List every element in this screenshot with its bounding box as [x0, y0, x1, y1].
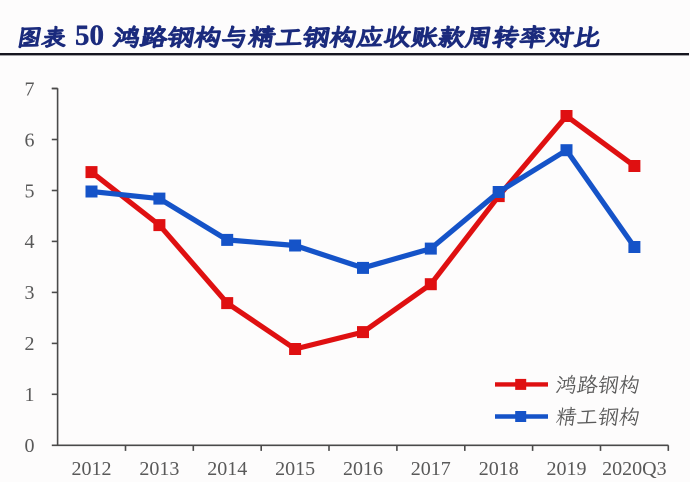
svg-text:2020Q3: 2020Q3 — [602, 458, 666, 480]
svg-text:0: 0 — [25, 435, 35, 457]
svg-text:2016: 2016 — [343, 458, 383, 480]
svg-text:5: 5 — [25, 180, 35, 202]
svg-text:6: 6 — [25, 129, 35, 151]
svg-text:2018: 2018 — [479, 458, 519, 480]
svg-text:3: 3 — [25, 282, 35, 304]
svg-text:2: 2 — [25, 333, 35, 355]
svg-text:2012: 2012 — [72, 458, 112, 480]
svg-text:4: 4 — [25, 231, 35, 253]
svg-text:2017: 2017 — [411, 458, 451, 480]
svg-text:2019: 2019 — [547, 458, 587, 480]
svg-text:7: 7 — [25, 78, 35, 100]
svg-text:2013: 2013 — [139, 458, 179, 480]
svg-text:2014: 2014 — [207, 458, 247, 480]
svg-text:1: 1 — [25, 384, 35, 406]
svg-text:2015: 2015 — [275, 458, 315, 480]
